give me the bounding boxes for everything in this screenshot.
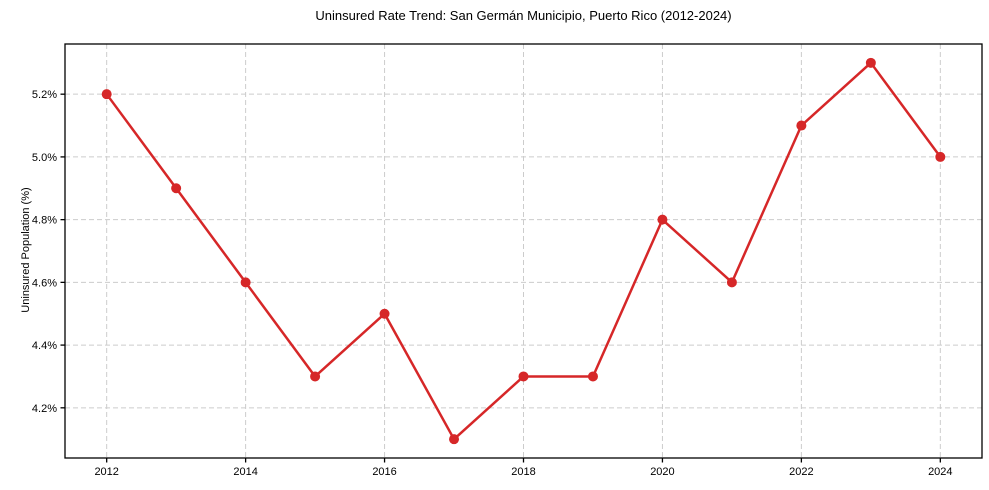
data-point-marker [587,371,598,382]
x-tick-label: 2018 [511,466,535,478]
y-tick-label: 4.8% [32,215,57,227]
plot-border [64,43,983,459]
x-tick-label: 2022 [789,466,813,478]
data-point-marker [935,151,946,162]
data-point-marker [657,214,668,225]
y-tick-label: 5.2% [32,89,57,101]
chart-title: Uninsured Rate Trend: San Germán Municip… [315,8,732,23]
data-point-marker [101,89,112,100]
data-point-marker [865,57,876,68]
data-point-marker [310,371,321,382]
x-tick-label: 2016 [372,466,396,478]
y-tick-label: 5.0% [32,152,57,164]
y-tick-label: 4.4% [32,340,57,352]
data-point-marker [726,277,737,288]
x-tick-label: 2014 [233,466,257,478]
x-tick-label: 2020 [650,466,674,478]
data-point-marker [796,120,807,131]
y-tick-label: 4.2% [32,403,57,415]
data-point-marker [449,434,460,445]
x-tick-label: 2012 [94,466,118,478]
data-point-marker [379,308,390,319]
x-tick-label: 2024 [928,466,952,478]
data-point-marker [171,183,182,194]
data-point-marker [518,371,529,382]
y-tick-label: 4.6% [32,277,57,289]
data-point-marker [240,277,251,288]
